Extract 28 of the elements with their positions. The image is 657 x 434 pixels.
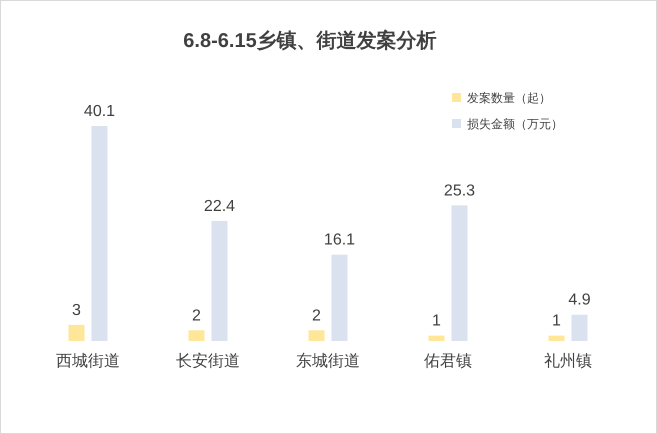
data-label: 4.9: [568, 292, 591, 309]
bar: [92, 126, 108, 341]
x-tick-label: 西城街道: [56, 352, 120, 370]
bar: [332, 254, 348, 341]
data-label: 25.3: [444, 182, 476, 200]
bar: [212, 220, 228, 341]
data-label: 22.4: [204, 198, 236, 215]
bar: [452, 205, 468, 341]
data-label: 2: [312, 307, 322, 324]
data-label: 40.1: [84, 103, 116, 120]
data-label: 1: [432, 312, 442, 330]
bar: [428, 336, 444, 341]
bar: [572, 314, 588, 341]
bar: [188, 330, 204, 341]
bar: [548, 336, 564, 341]
x-tick-label: 佑君镇: [424, 353, 472, 370]
chart-title: 6.8-6.15乡镇、街道发案分析: [183, 29, 437, 52]
data-label: 16.1: [324, 232, 356, 249]
legend-label: 损失金额（万元）: [467, 117, 563, 131]
bar: [68, 324, 84, 341]
data-label: 1: [552, 312, 562, 330]
x-tick-label: 东城街道: [296, 352, 360, 370]
data-label: 2: [192, 307, 202, 324]
bar: [308, 330, 324, 341]
data-label: 3: [72, 302, 82, 319]
x-tick-label: 长安街道: [176, 352, 240, 370]
legend-label: 发案数量（起）: [467, 91, 551, 105]
x-tick-label: 礼州镇: [544, 352, 592, 370]
